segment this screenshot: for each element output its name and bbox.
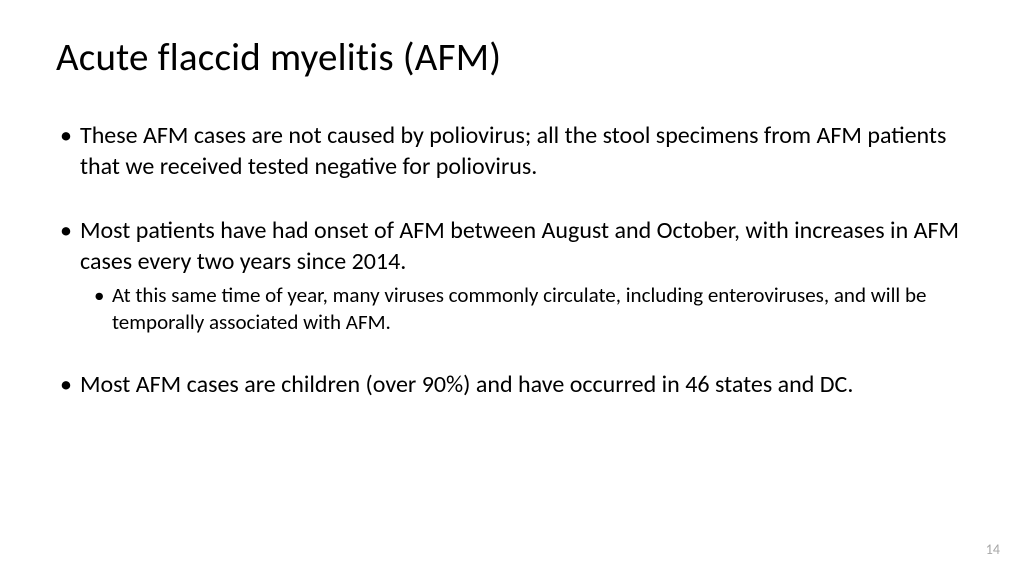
sub-bullet-item: At this same time of year, many viruses … bbox=[80, 282, 968, 336]
slide-content: These AFM cases are not caused by poliov… bbox=[56, 121, 968, 400]
page-number: 14 bbox=[986, 541, 1000, 558]
sub-bullet-list: At this same time of year, many viruses … bbox=[80, 282, 968, 336]
bullet-text: Most patients have had onset of AFM betw… bbox=[80, 216, 959, 276]
slide-container: Acute flaccid myelitis (AFM) These AFM c… bbox=[0, 0, 1024, 576]
bullet-item: These AFM cases are not caused by poliov… bbox=[58, 121, 968, 182]
bullet-list: These AFM cases are not caused by poliov… bbox=[58, 121, 968, 400]
sub-bullet-text: At this same time of year, many viruses … bbox=[112, 282, 926, 335]
bullet-text: Most AFM cases are children (over 90%) a… bbox=[80, 370, 853, 399]
bullet-text: These AFM cases are not caused by poliov… bbox=[80, 121, 946, 181]
bullet-item: Most AFM cases are children (over 90%) a… bbox=[58, 370, 968, 401]
slide-title: Acute flaccid myelitis (AFM) bbox=[56, 34, 968, 81]
bullet-item: Most patients have had onset of AFM betw… bbox=[58, 216, 968, 335]
